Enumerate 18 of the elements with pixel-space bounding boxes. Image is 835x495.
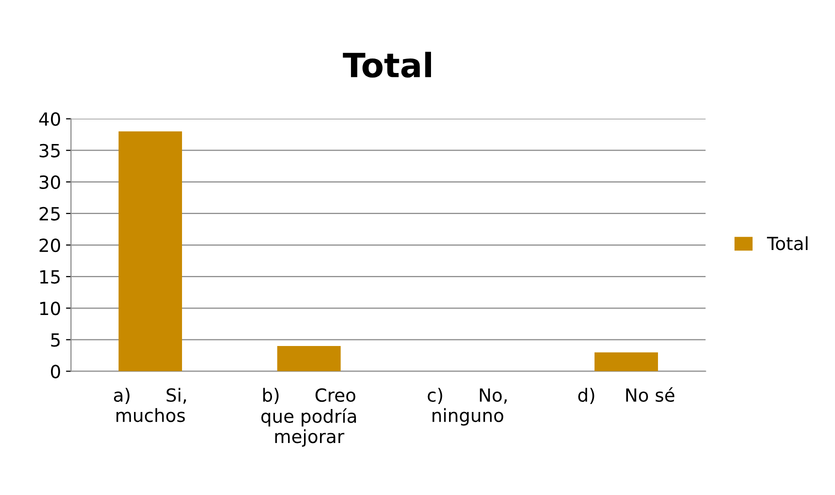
chart-title: Total [342,52,432,78]
y-tick-label: 0 [50,364,60,378]
y-tick-label: 35 [40,144,60,158]
bar [594,352,658,372]
x-tick-label: d) No sé [578,387,674,404]
y-tick-label: 30 [40,175,60,190]
y-tick-label: 10 [40,302,60,316]
bar [277,346,341,372]
y-tick-label: 40 [39,112,60,126]
y-tick-label: 5 [51,333,60,347]
x-tick-label: c) No, ninguno [428,388,507,426]
y-tick-label: 25 [40,206,60,221]
x-tick-label: b) Creo que podría mejorar [261,388,356,447]
legend-label: Total [766,236,808,250]
bar [118,131,182,372]
y-tick-label: 15 [40,270,60,284]
y-tick-label: 20 [40,238,60,252]
x-tick-label: a) Si, muchos [114,388,186,422]
